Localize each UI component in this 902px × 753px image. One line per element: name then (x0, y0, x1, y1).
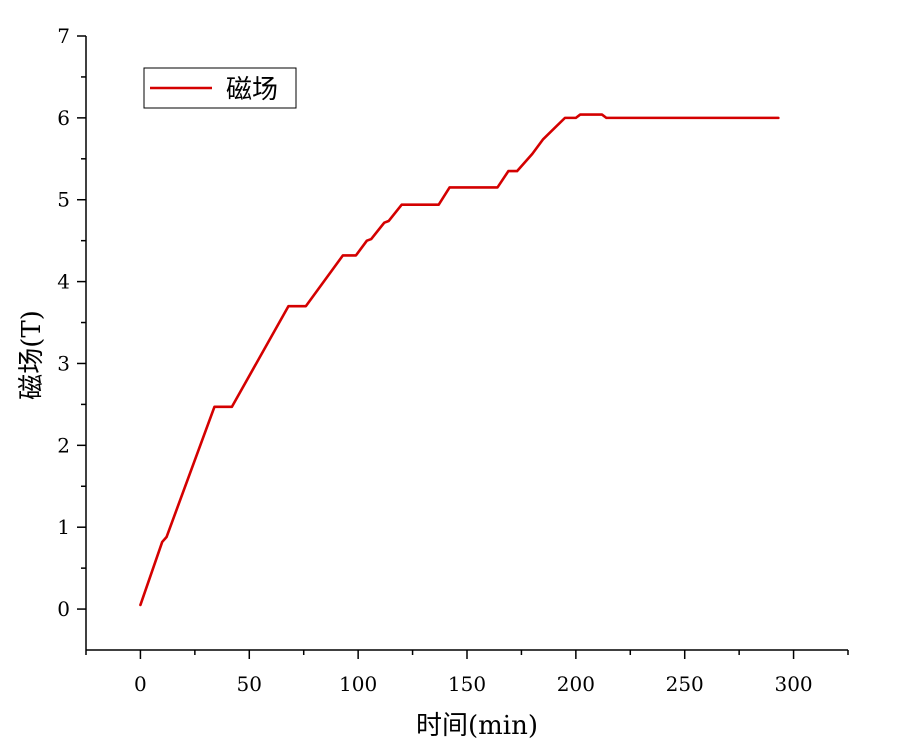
axes (85, 36, 848, 651)
x-tick-label: 250 (666, 672, 704, 696)
x-tick-label: 50 (237, 672, 262, 696)
legend-label: 磁场 (226, 75, 278, 105)
axis-titles: 时间(min) 磁场(T) (17, 310, 538, 741)
y-tick-label: 0 (57, 597, 70, 621)
ticks: 0 1 2 3 4 5 6 7 0 50 100 150 200 250 300 (57, 24, 849, 696)
y-tick-label: 3 (57, 351, 70, 375)
series-layer (139, 113, 780, 607)
x-tick-label: 0 (134, 672, 147, 696)
x-axis-title: 时间(min) (416, 711, 538, 741)
series-line (139, 113, 780, 607)
y-tick-label: 2 (57, 433, 70, 457)
x-tick-label: 100 (339, 672, 377, 696)
x-tick-label: 200 (557, 672, 595, 696)
y-tick-label: 1 (57, 515, 70, 539)
x-tick-label: 150 (448, 672, 486, 696)
y-tick-label: 4 (57, 270, 70, 294)
legend: 磁场 (143, 67, 297, 109)
y-axis-title: 磁场(T) (17, 310, 47, 400)
x-tick-label: 300 (774, 672, 812, 696)
y-tick-label: 5 (57, 188, 70, 212)
y-tick-label: 6 (57, 106, 70, 130)
y-tick-label: 7 (57, 24, 70, 48)
